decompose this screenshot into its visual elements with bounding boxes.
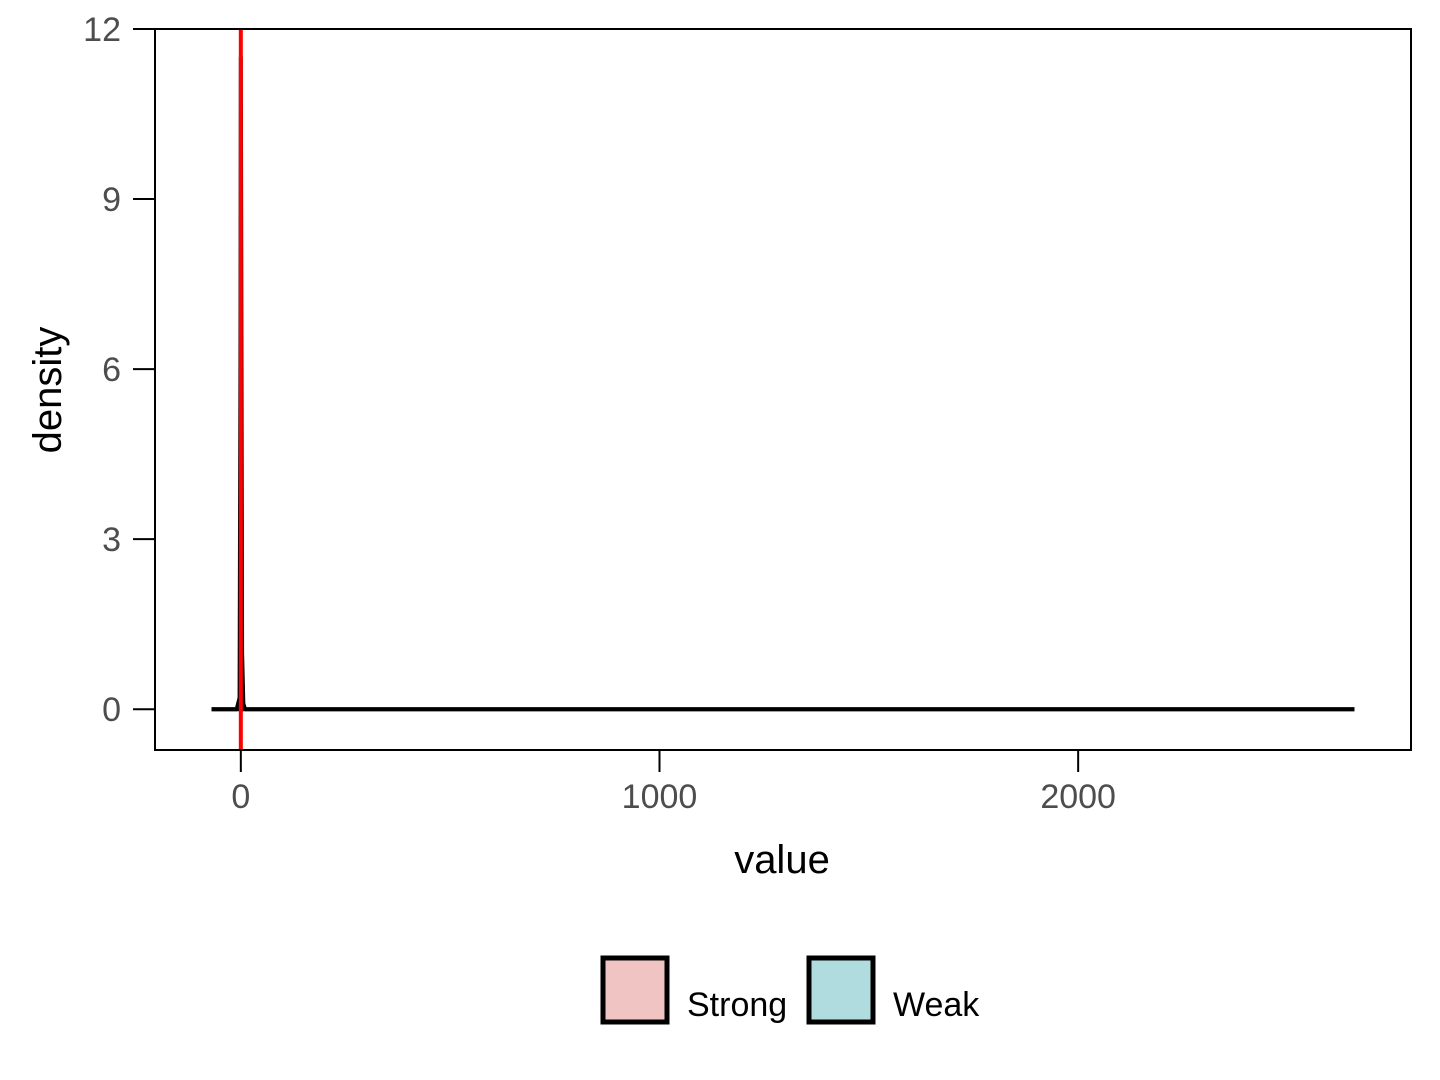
y-axis: 0 3 6 9 12 <box>83 11 155 729</box>
x-tick-label: 0 <box>231 778 250 816</box>
density-area-strong <box>211 57 1355 710</box>
legend-label-strong: Strong <box>687 986 787 1024</box>
y-axis-title: density <box>26 327 70 454</box>
legend-key-weak <box>806 955 876 1025</box>
legend-key-strong <box>600 955 670 1025</box>
x-axis: 0 1000 2000 <box>231 750 1116 816</box>
y-tick-label: 6 <box>102 351 121 389</box>
plot-inner <box>211 29 1355 750</box>
x-tick-label: 2000 <box>1040 778 1116 816</box>
x-axis-title: value <box>734 838 830 882</box>
y-tick-label: 9 <box>102 181 121 219</box>
legend-item-strong: Strong <box>600 955 787 1025</box>
density-line-strong <box>211 55 1355 712</box>
y-tick-label: 3 <box>102 521 121 559</box>
plot-area <box>154 28 1412 751</box>
y-tick-label: 0 <box>102 691 121 729</box>
x-tick-label: 1000 <box>622 778 698 816</box>
legend-label-weak: Weak <box>893 986 980 1024</box>
legend: Strong Weak <box>600 955 980 1025</box>
y-tick-label: 12 <box>83 11 121 49</box>
legend-item-weak: Weak <box>806 955 980 1025</box>
plot-border <box>154 28 1412 751</box>
